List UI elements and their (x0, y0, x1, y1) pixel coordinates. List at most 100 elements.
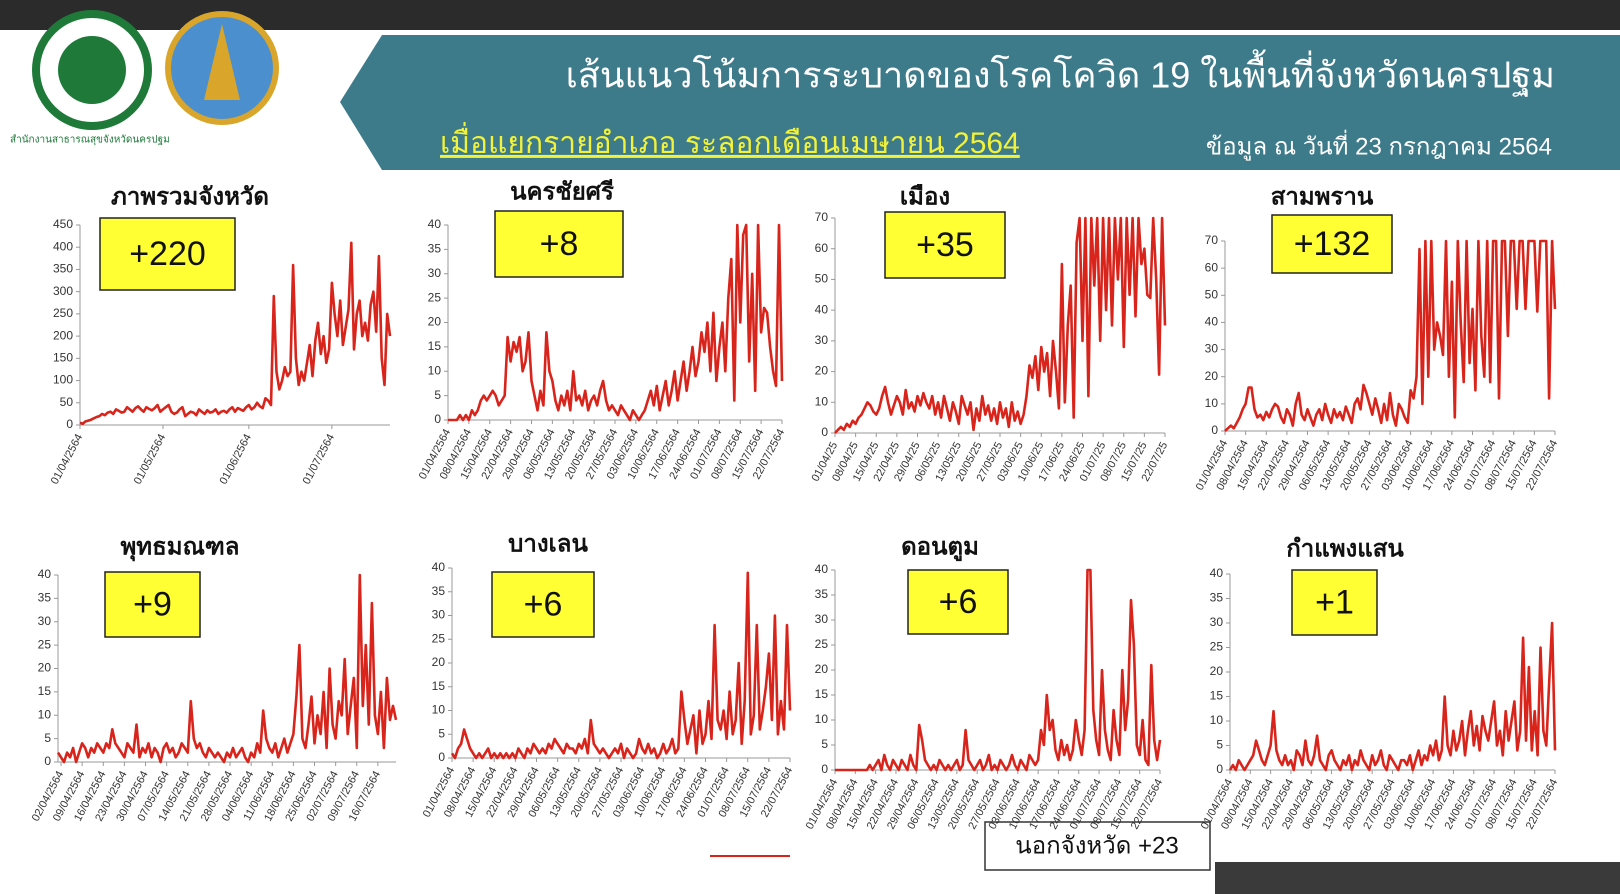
outside-province: นอกจังหวัด +23 (1015, 832, 1178, 859)
chart-title: เมือง (900, 183, 950, 210)
y-tick-label: 300 (53, 284, 73, 298)
y-tick-label: 70 (815, 210, 829, 224)
badge (1271, 214, 1393, 274)
y-tick-label: 450 (53, 217, 73, 231)
y-tick-label: 25 (1210, 640, 1224, 654)
y-tick-label: 150 (53, 351, 73, 365)
y-tick-label: 20 (815, 662, 829, 676)
data-line (835, 568, 1162, 772)
y-tick-label: 15 (38, 684, 52, 698)
badge (494, 210, 624, 278)
chart-title: กำแพงแสน (1286, 535, 1404, 562)
y-tick-label: 5 (1216, 738, 1223, 752)
chart-title: พุทธมณฑล (120, 533, 239, 562)
data-line (448, 223, 784, 422)
y-tick-label: 5 (438, 726, 445, 740)
data-line (1228, 621, 1557, 772)
y-tick-label: 15 (1210, 689, 1224, 703)
y-tick-label: 250 (53, 306, 73, 320)
bottom-bar (1215, 862, 1620, 894)
badge-label: +220 (129, 235, 206, 273)
badge-label: +1 (1315, 583, 1354, 621)
badge (907, 569, 1009, 635)
y-tick-label: 35 (432, 584, 446, 598)
y-tick-label: 25 (428, 290, 442, 304)
y-tick-label: 20 (428, 315, 442, 329)
data-line (79, 241, 392, 425)
y-tick-label: 350 (53, 262, 73, 276)
y-tick-label: 100 (53, 373, 73, 387)
y-tick-label: 35 (1210, 591, 1224, 605)
y-tick-label: 70 (1205, 233, 1219, 247)
y-tick-label: 40 (1205, 315, 1219, 329)
y-tick-label: 0 (438, 750, 445, 764)
badge (104, 571, 201, 638)
y-tick-label: 40 (815, 302, 829, 316)
province-logo-pagoda (204, 24, 240, 100)
y-tick-label: 35 (428, 242, 442, 256)
y-tick-label: 30 (815, 612, 829, 626)
badge (491, 571, 595, 638)
y-tick-label: 10 (38, 707, 52, 721)
org-name: สำนักงานสาธารณสุขจังหวัดนครปฐม (10, 135, 170, 146)
data-line (450, 571, 792, 760)
badge (1291, 569, 1378, 636)
y-tick-label: 50 (60, 395, 74, 409)
y-tick-label: 40 (38, 567, 52, 581)
y-tick-label: 10 (815, 394, 829, 408)
badge (884, 211, 1006, 279)
chart-title: ภาพรวมจังหวัด (111, 183, 269, 210)
badge-label: +132 (1294, 225, 1371, 263)
chart-title: สามพราน (1271, 183, 1374, 210)
y-tick-label: 25 (432, 631, 446, 645)
data-line (834, 216, 1167, 434)
y-tick-label: 0 (434, 412, 441, 426)
y-tick-label: 10 (1210, 713, 1224, 727)
ministry-logo-inner (58, 36, 126, 104)
y-tick-label: 60 (1205, 260, 1219, 274)
y-tick-label: 20 (38, 661, 52, 675)
y-tick-label: 30 (1205, 342, 1219, 356)
title-banner (340, 35, 1620, 170)
y-tick-label: 30 (428, 266, 442, 280)
y-tick-label: 0 (66, 417, 73, 431)
y-tick-label: 10 (432, 703, 446, 717)
y-tick-label: 60 (815, 241, 829, 255)
y-tick-label: 50 (815, 272, 829, 286)
y-tick-label: 25 (38, 637, 52, 651)
y-tick-label: 10 (428, 363, 442, 377)
y-tick-label: 30 (1210, 615, 1224, 629)
y-tick-label: 5 (44, 731, 51, 745)
y-tick-label: 10 (815, 712, 829, 726)
y-tick-label: 35 (38, 591, 52, 605)
badge-label: +8 (540, 225, 579, 263)
y-tick-label: 0 (1211, 423, 1218, 437)
y-tick-label: 40 (1210, 566, 1224, 580)
y-tick-label: 20 (815, 364, 829, 378)
page-title: เส้นแนวโน้มการระบาดของโรคโควิด 19 ในพื้น… (566, 49, 1555, 98)
data-line (1224, 239, 1557, 432)
y-tick-label: 0 (44, 754, 51, 768)
y-tick-label: 5 (821, 737, 828, 751)
chart-title: นครชัยศรี (510, 178, 614, 205)
data-line (56, 573, 398, 764)
y-tick-label: 40 (428, 217, 442, 231)
outside-box (984, 821, 1211, 871)
y-tick-label: 15 (432, 679, 446, 693)
date-note: ข้อมูล ณ วันที่ 23 กรกฎาคม 2564 (1206, 129, 1552, 161)
badge (99, 217, 236, 291)
y-tick-label: 40 (815, 562, 829, 576)
y-tick-label: 10 (1205, 396, 1219, 410)
top-bar (0, 0, 1620, 30)
y-tick-label: 20 (432, 655, 446, 669)
page-subtitle: เมื่อแยกรายอำเภอ ระลอกเดือนเมษายน 2564 (440, 122, 1020, 160)
y-tick-label: 25 (815, 637, 829, 651)
y-tick-label: 30 (432, 608, 446, 622)
y-tick-label: 30 (815, 333, 829, 347)
y-tick-label: 20 (1210, 664, 1224, 678)
y-tick-label: 15 (815, 687, 829, 701)
y-tick-label: 0 (821, 425, 828, 439)
y-tick-label: 30 (38, 614, 52, 628)
badge-label: +9 (133, 585, 172, 623)
y-tick-label: 20 (1205, 369, 1219, 383)
